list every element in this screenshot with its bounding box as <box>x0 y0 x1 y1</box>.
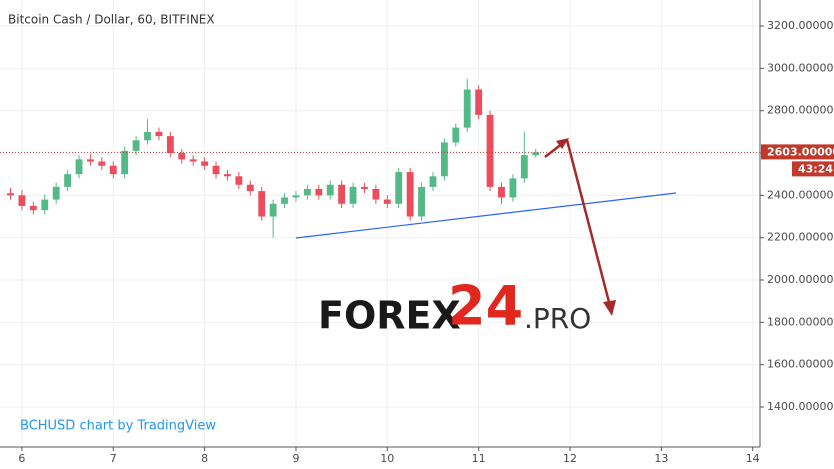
candle-body <box>520 155 528 179</box>
y-tick-label: 1400.000000 <box>767 400 834 413</box>
candle-body <box>452 127 460 143</box>
last-price-label: 2603.000000 <box>767 145 834 158</box>
logo-suffix: .PRO <box>524 302 591 335</box>
candle-body <box>178 153 186 160</box>
y-tick-label: 3200.000000 <box>767 19 834 32</box>
candle-body <box>326 184 334 196</box>
candle-body <box>258 191 266 217</box>
arrow-head <box>556 138 569 149</box>
last-price-box <box>761 144 834 160</box>
candle-body <box>7 193 14 196</box>
candle-body <box>303 189 311 196</box>
candle-body <box>395 172 403 204</box>
candle-body <box>109 165 117 175</box>
candle-body <box>235 176 243 185</box>
candle-body <box>18 195 26 206</box>
candle-body <box>406 172 414 217</box>
candle-body <box>315 189 323 196</box>
countdown: 43:24 <box>798 162 833 175</box>
candle-body <box>64 174 72 187</box>
candle-body <box>246 184 254 192</box>
candle-body <box>338 184 346 204</box>
chart-title: Bitcoin Cash / Dollar, 60, BITFINEX <box>8 13 215 27</box>
candle-body <box>475 89 483 115</box>
candle-body <box>121 150 129 175</box>
x-tick-label: 13 <box>654 452 668 465</box>
candle-body <box>212 165 220 175</box>
candle-body <box>440 142 448 177</box>
logo-main: FOREX <box>318 294 461 338</box>
candle-body <box>75 159 83 175</box>
arrow-head <box>603 300 616 316</box>
candle-body <box>166 136 174 154</box>
candle-body <box>498 186 505 198</box>
y-tick-label: 1600.000000 <box>767 358 834 371</box>
candle-body <box>361 186 368 190</box>
x-tick-label: 9 <box>292 452 299 465</box>
candle-body <box>155 131 163 137</box>
logo-number: 24 <box>448 275 523 338</box>
arrows <box>544 138 616 316</box>
candle-body <box>383 199 391 204</box>
candle-body <box>41 199 49 211</box>
countdown-box <box>792 161 834 177</box>
candle-body <box>144 131 151 141</box>
candle-body <box>418 186 425 217</box>
candle-body <box>132 140 140 151</box>
y-tick-label: 2000.000000 <box>767 273 834 286</box>
candle-body <box>98 161 106 166</box>
y-tick-label: 2400.000000 <box>767 188 834 201</box>
x-tick-label: 14 <box>746 452 760 465</box>
candle-body <box>281 197 288 204</box>
y-tick-label: 2800.000000 <box>767 104 834 117</box>
logo: FOREX 24 .PRO <box>318 275 591 338</box>
x-tick-label: 7 <box>110 452 117 465</box>
candle-body <box>509 178 517 198</box>
candles <box>7 78 540 238</box>
candle-body <box>52 186 60 200</box>
y-tick-label: 2200.000000 <box>767 231 834 244</box>
candle-body <box>463 89 471 128</box>
axes: 1400.000000 1600.000000 1800.000000 2000.00… <box>0 19 834 465</box>
arrow-down <box>565 139 612 307</box>
y-tick-label: 3000.000000 <box>767 61 834 74</box>
grid <box>0 0 760 447</box>
candle-body <box>349 186 357 204</box>
candle-body <box>29 205 37 211</box>
candle-body <box>372 189 380 200</box>
candle-body <box>87 159 94 162</box>
x-tick-label: 6 <box>18 452 25 465</box>
candle-body <box>269 203 277 217</box>
x-tick-label: 10 <box>380 452 394 465</box>
candle-body <box>292 195 300 198</box>
candle-body <box>224 174 231 177</box>
watermark: BCHUSD chart by TradingView <box>20 419 216 434</box>
x-tick-label: 8 <box>201 452 208 465</box>
candle-body <box>532 152 540 156</box>
trend-line <box>295 192 677 239</box>
candle-body <box>201 161 209 166</box>
candle-body <box>189 159 197 162</box>
candle-body <box>486 114 494 187</box>
candle-body <box>429 176 437 187</box>
x-tick-label: 12 <box>563 452 577 465</box>
x-tick-label: 11 <box>472 452 486 465</box>
y-tick-label: 1800.000000 <box>767 315 834 328</box>
